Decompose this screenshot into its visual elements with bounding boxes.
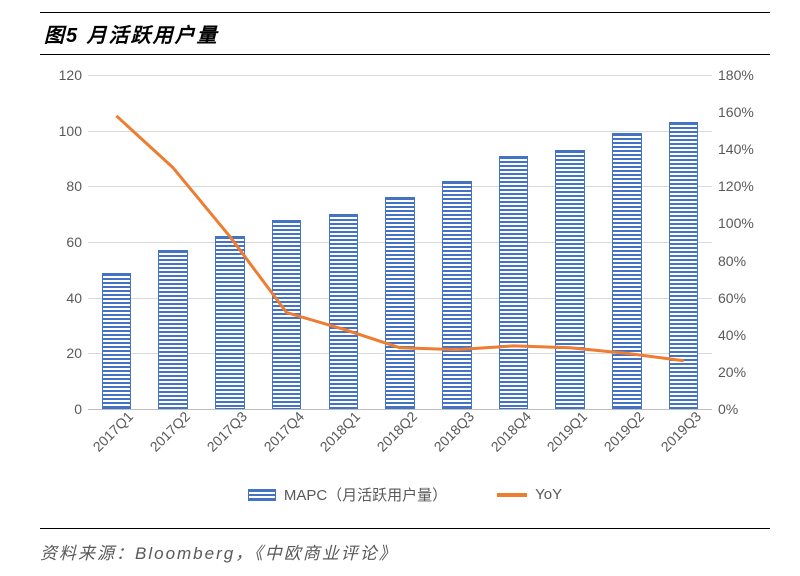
x-tick-label: 2018Q1 xyxy=(317,408,364,455)
y2-tick-label: 180% xyxy=(718,67,768,83)
legend-label-line: YoY xyxy=(535,486,562,503)
x-tick-label: 2017Q1 xyxy=(90,408,137,455)
y2-tick-label: 120% xyxy=(718,178,768,194)
y1-tick-label: 20 xyxy=(44,345,82,361)
x-tick-label: 2017Q3 xyxy=(203,408,250,455)
legend-item-bar: MAPC（月活跃用户量） xyxy=(248,484,447,505)
x-tick-label: 2019Q3 xyxy=(657,408,704,455)
x-axis-labels: 2017Q12017Q22017Q32017Q42018Q12018Q22018… xyxy=(88,417,712,467)
x-tick-label: 2018Q3 xyxy=(430,408,477,455)
y2-tick-label: 100% xyxy=(718,215,768,231)
legend-swatch-line xyxy=(497,493,527,497)
y2-tick-label: 60% xyxy=(718,290,768,306)
legend-label-bar: MAPC（月活跃用户量） xyxy=(284,484,447,505)
source-text: 资料来源：Bloomberg，《中欧商业评论》 xyxy=(40,544,398,563)
y1-tick-label: 80 xyxy=(44,178,82,194)
plot-area: 0204060801001200%20%40%60%80%100%120%140… xyxy=(88,75,712,410)
y2-tick-label: 20% xyxy=(718,364,768,380)
y2-tick-label: 0% xyxy=(718,401,768,417)
x-tick-label: 2017Q4 xyxy=(260,408,307,455)
legend: MAPC（月活跃用户量） YoY xyxy=(40,484,770,505)
source-bar: 资料来源：Bloomberg，《中欧商业评论》 xyxy=(40,528,770,564)
legend-swatch-bar xyxy=(248,489,276,501)
y2-tick-label: 40% xyxy=(718,327,768,343)
y1-tick-label: 120 xyxy=(44,67,82,83)
y2-tick-label: 160% xyxy=(718,104,768,120)
y1-tick-label: 60 xyxy=(44,234,82,250)
y1-tick-label: 40 xyxy=(44,290,82,306)
x-tick-label: 2019Q2 xyxy=(601,408,648,455)
x-tick-label: 2017Q2 xyxy=(147,408,194,455)
chart-title: 图5 月活跃用户量 xyxy=(44,25,219,47)
y2-tick-label: 140% xyxy=(718,141,768,157)
chart-title-bar: 图5 月活跃用户量 xyxy=(40,12,770,55)
legend-item-line: YoY xyxy=(497,486,562,503)
x-tick-label: 2019Q1 xyxy=(544,408,591,455)
y1-tick-label: 100 xyxy=(44,123,82,139)
chart-area: 0204060801001200%20%40%60%80%100%120%140… xyxy=(40,75,770,505)
x-tick-label: 2018Q4 xyxy=(487,408,534,455)
line-series xyxy=(88,75,712,409)
y2-tick-label: 80% xyxy=(718,253,768,269)
x-tick-label: 2018Q2 xyxy=(374,408,421,455)
y1-tick-label: 0 xyxy=(44,401,82,417)
